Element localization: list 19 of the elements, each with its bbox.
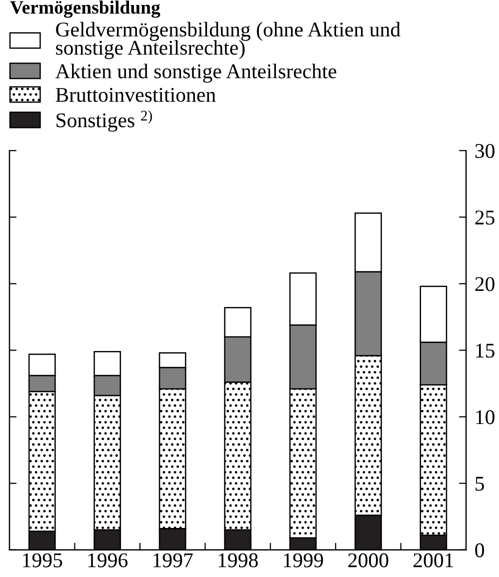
- chart-title: Vermögensbildung: [10, 0, 160, 18]
- y-tick-label: 15: [476, 344, 494, 358]
- y-tick-label: 30: [475, 144, 494, 158]
- x-tick-label: 1999: [284, 553, 323, 568]
- legend-label: Geldvermögensbildung (ohne Aktien und sonstige Anteilsrechte): [56, 22, 400, 60]
- legend-label: Bruttoinvestitionen: [56, 88, 216, 102]
- y-tick-label: 5: [476, 476, 484, 491]
- x-tick-label: 1998: [218, 553, 258, 568]
- legend-label: Aktien und sonstige Anteilsrechte: [55, 64, 336, 83]
- y-tick-label: 10: [476, 410, 494, 424]
- x-tick-label: 2001: [414, 553, 454, 568]
- x-tick-label: 2000: [348, 553, 388, 568]
- x-tick-label: 1995: [23, 553, 62, 568]
- x-tick-label: 1996: [88, 553, 128, 568]
- y-tick-label: 0: [475, 543, 484, 558]
- legend-label: Sonstiges $^{2)}$: [56, 110, 152, 132]
- x-tick-label: 1997: [154, 553, 193, 568]
- y-tick-label: 25: [475, 210, 494, 225]
- y-tick-label: 20: [475, 277, 494, 292]
